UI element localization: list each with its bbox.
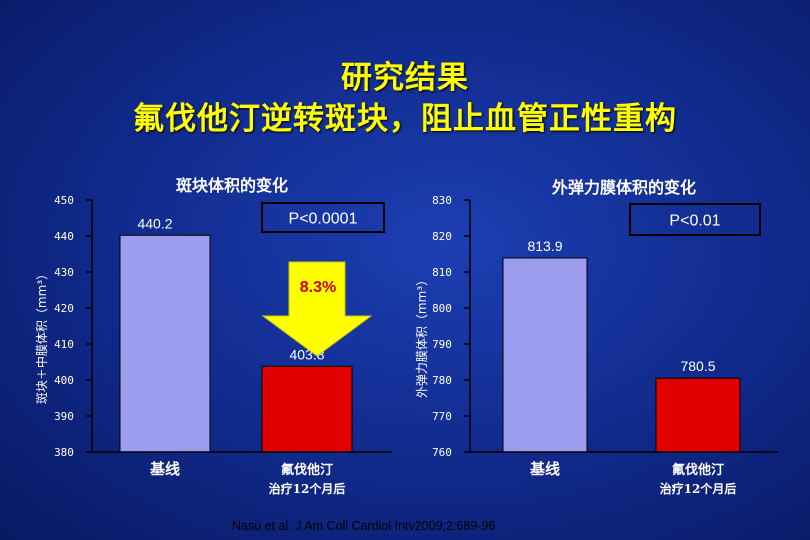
chart-title: 斑块体积的变化 [176, 176, 288, 195]
y-tick-label: 430 [54, 266, 74, 279]
y-tick-label: 390 [54, 410, 74, 423]
bar-treated [655, 377, 741, 453]
p-value-box [629, 203, 761, 236]
y-tick-label: 410 [54, 338, 74, 351]
y-tick-label: 450 [54, 194, 74, 207]
bar-value-label: 440.2 [137, 215, 172, 231]
down-arrow-icon [261, 261, 373, 357]
chart-title: 外弹力膜体积的变化 [551, 178, 696, 197]
y-tick-label: 780 [432, 374, 452, 387]
percent-change-label: 8.3% [300, 279, 336, 296]
category-label: 基线 [529, 460, 560, 478]
y-tick-label: 770 [432, 410, 452, 423]
y-tick-label: 830 [432, 194, 452, 207]
category-label: 氟伐他汀 [672, 462, 724, 478]
bar-value-label: 780.5 [680, 358, 715, 374]
citation: Nasu et al. J Am Coll Cardiol Intv2009;2… [232, 519, 496, 533]
y-tick-label: 760 [432, 446, 452, 459]
y-tick-label: 810 [432, 266, 452, 279]
slide-title-line2: 氟伐他汀逆转斑块，阻止血管正性重构 [133, 101, 677, 137]
y-tick-label: 420 [54, 302, 74, 315]
y-tick-label: 380 [54, 446, 74, 459]
y-tick-label: 820 [432, 230, 452, 243]
y-axis-label: 斑块＋中膜体积（mm³） [34, 268, 49, 404]
category-sublabel: 治疗12个月后 [660, 481, 737, 496]
category-label: 氟伐他汀 [281, 462, 333, 478]
p-value-label: P<0.01 [669, 213, 720, 230]
category-sublabel: 治疗12个月后 [269, 481, 346, 496]
bar-value-label: 813.9 [527, 238, 562, 254]
bar-baseline [502, 257, 588, 453]
p-value-label: P<0.0001 [289, 211, 358, 228]
y-tick-label: 400 [54, 374, 74, 387]
category-label: 基线 [149, 460, 180, 478]
slide-title-line1: 研究结果 [341, 60, 469, 96]
y-tick-label: 800 [432, 302, 452, 315]
y-tick-label: 790 [432, 338, 452, 351]
bar-treated [261, 365, 353, 453]
bar-baseline [119, 234, 211, 453]
p-value-box [261, 202, 385, 233]
y-axis-label: 外弹力膜体积（mm³） [415, 274, 429, 398]
y-tick-label: 440 [54, 230, 74, 243]
